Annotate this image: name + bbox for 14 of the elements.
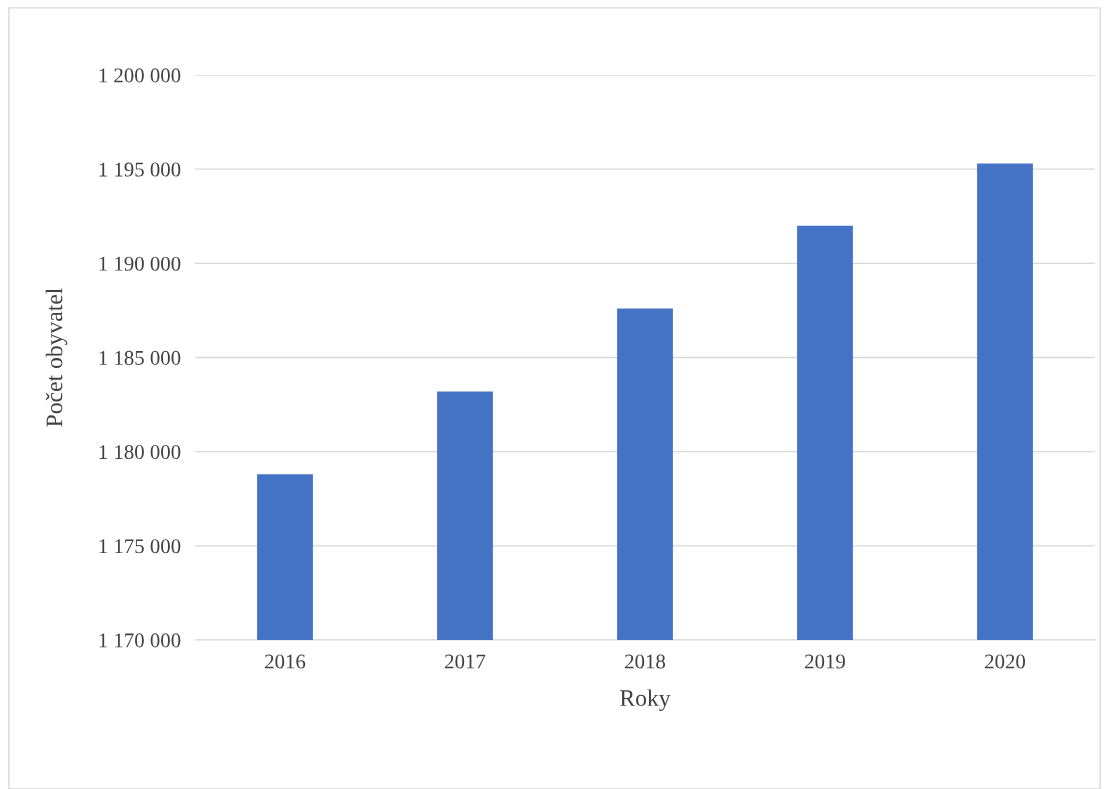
x-tick-label: 2020 — [985, 654, 1026, 669]
x-tick-label: 2016 — [265, 654, 306, 669]
y-tick-label: 1 195 000 — [99, 162, 181, 177]
y-axis-title: Počet obyvatel — [45, 288, 68, 427]
x-tick-label: 2018 — [625, 654, 666, 669]
x-axis-title: Roky — [620, 689, 671, 711]
y-tick-label: 1 170 000 — [99, 633, 181, 648]
x-tick-label: 2019 — [805, 654, 845, 669]
y-tick-label: 1 185 000 — [99, 350, 181, 365]
y-tick-label: 1 175 000 — [99, 539, 181, 554]
y-tick-label: 1 200 000 — [99, 68, 181, 83]
y-tick-label: 1 180 000 — [99, 445, 181, 460]
x-tick-label: 2017 — [445, 654, 486, 669]
y-tick-label: 1 190 000 — [99, 256, 181, 271]
